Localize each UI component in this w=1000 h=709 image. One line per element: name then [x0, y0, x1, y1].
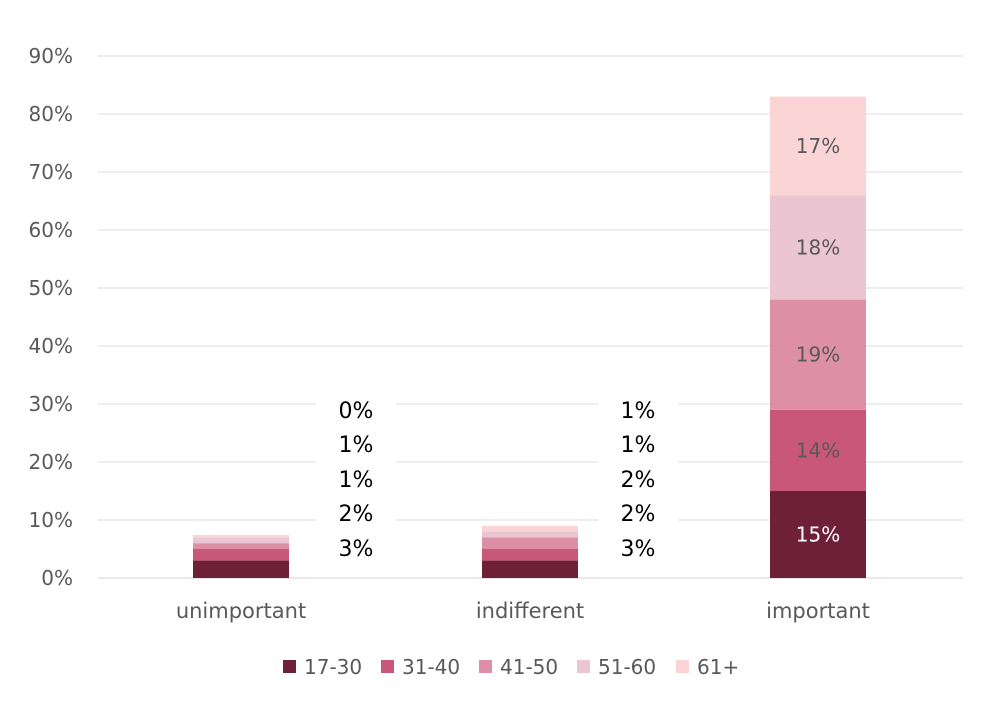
legend-label: 17-30 — [304, 655, 362, 679]
legend-label: 51-60 — [598, 655, 656, 679]
data-label: 2% — [339, 502, 374, 527]
legend-swatch — [381, 660, 394, 673]
bar-segment-51-60 — [193, 537, 289, 544]
legend-label: 61+ — [697, 655, 739, 679]
legend-swatch — [479, 660, 492, 673]
y-tick-label: 90% — [29, 44, 73, 68]
data-label: 14% — [796, 438, 840, 462]
legend-swatch — [283, 660, 296, 673]
y-tick-label: 30% — [29, 392, 73, 416]
bar-segment-51-60 — [482, 531, 578, 538]
data-label: 2% — [621, 502, 656, 527]
x-category-label: indifferent — [476, 599, 584, 623]
data-label: 3% — [621, 537, 656, 562]
y-tick-label: 50% — [29, 276, 73, 300]
data-label: 2% — [621, 468, 656, 493]
y-tick-label: 70% — [29, 160, 73, 184]
bar-segment-61+ — [482, 525, 578, 532]
x-category-label: important — [766, 599, 870, 623]
bar-segment-41-50 — [770, 299, 866, 410]
legend-label: 31-40 — [402, 655, 460, 679]
gridlines — [98, 55, 963, 579]
bar-segment-61+ — [193, 535, 289, 538]
bar-segment-17-30 — [482, 560, 578, 578]
bar-segment-41-50 — [193, 543, 289, 549]
data-label: 0% — [339, 399, 374, 424]
legend-swatch — [676, 660, 689, 673]
data-label: 1% — [621, 399, 656, 424]
bar-segment-61+ — [770, 96, 866, 196]
y-tick-label: 40% — [29, 334, 73, 358]
data-label: 17% — [796, 134, 840, 158]
legend-label: 41-50 — [500, 655, 558, 679]
bar-segment-51-60 — [770, 195, 866, 300]
data-label: 3% — [339, 537, 374, 562]
y-tick-label: 80% — [29, 102, 73, 126]
data-label-backing — [598, 395, 678, 565]
bar-segment-17-30 — [770, 491, 866, 578]
y-tick-label: 60% — [29, 218, 73, 242]
bar-segment-31-40 — [482, 549, 578, 561]
data-label: 1% — [339, 433, 374, 458]
legend-swatch — [577, 660, 590, 673]
legend: 17-30 31-40 41-50 51-60 61+ — [283, 655, 739, 679]
bar-segment-17-30 — [193, 560, 289, 578]
bars — [193, 96, 866, 578]
data-label: 18% — [796, 235, 840, 259]
data-label: 1% — [339, 468, 374, 493]
data-label: 1% — [621, 433, 656, 458]
y-tick-label: 10% — [29, 508, 73, 532]
bar-segment-31-40 — [770, 409, 866, 491]
x-category-label: unimportant — [176, 599, 306, 623]
bar-segment-41-50 — [482, 537, 578, 549]
data-label: 15% — [796, 523, 840, 547]
data-label: 19% — [796, 343, 840, 367]
y-tick-label: 20% — [29, 450, 73, 474]
bar-segment-31-40 — [193, 549, 289, 561]
y-tick-label: 0% — [41, 566, 73, 590]
data-label-backing — [316, 395, 396, 565]
